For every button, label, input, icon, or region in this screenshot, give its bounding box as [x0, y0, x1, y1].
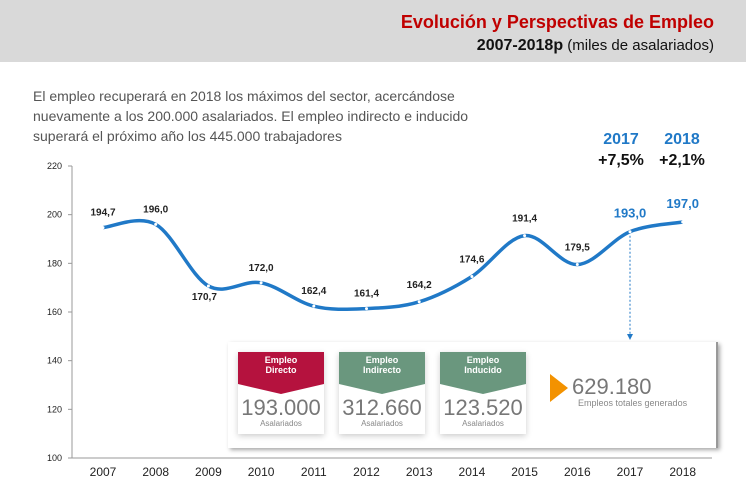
page-title: Evolución y Perspectivas de Empleo: [400, 12, 714, 32]
period: 2007-2018p: [476, 37, 564, 54]
card-banner: Empleo Indirecto: [339, 352, 425, 394]
card-value: 193.000: [241, 395, 321, 420]
card-value: 312.660: [342, 395, 422, 420]
x-tick-label: 2008: [142, 465, 169, 479]
growth-year-2018: 2018: [664, 131, 700, 148]
data-label: 194,7: [90, 208, 115, 219]
data-point: [681, 220, 685, 224]
total-value: 629.180: [572, 374, 652, 399]
y-tick-label: 160: [47, 307, 62, 317]
data-label: 162,4: [301, 286, 326, 297]
data-label: 196,0: [143, 204, 168, 215]
card-title: Empleo: [365, 355, 399, 365]
card-sub: Asalariados: [361, 419, 403, 428]
data-label: 170,7: [192, 292, 217, 303]
x-tick-label: 2012: [353, 465, 380, 479]
card-value: 123.520: [443, 395, 523, 420]
data-point: [206, 284, 210, 288]
data-point: [365, 307, 368, 311]
card-title: Indirecto: [362, 365, 401, 375]
header-band: Evolución y Perspectivas de Empleo 2007-…: [0, 0, 746, 62]
data-point: [312, 304, 316, 308]
x-tick-label: 2013: [406, 465, 433, 479]
x-tick-label: 2011: [301, 465, 327, 479]
data-point: [154, 222, 158, 226]
growth-pct-2017: +7,5%: [598, 152, 644, 169]
x-tick-label: 2018: [669, 465, 696, 479]
data-label: 172,0: [249, 263, 274, 274]
x-tick-label: 2015: [511, 465, 538, 479]
y-tick-label: 180: [47, 258, 62, 268]
card-indirecto: Empleo Indirecto 312.660 Asalariados: [339, 352, 425, 434]
card-banner: Empleo Directo: [238, 352, 324, 394]
page-subtitle: 2007-2018p (miles de asalariados): [477, 37, 714, 55]
data-label: 164,2: [407, 280, 432, 291]
card-banner: Empleo Inducido: [440, 352, 526, 394]
total-label: Empleos totales generados: [578, 398, 688, 408]
data-point: [470, 274, 474, 278]
play-arrow-icon: [550, 374, 568, 402]
x-tick-label: 2016: [564, 465, 591, 479]
intro-text: El empleo recuperará en 2018 los máximos…: [33, 88, 469, 144]
card-title: Inducido: [464, 365, 502, 375]
x-tick-label: 2017: [617, 465, 644, 479]
x-tick-label: 2014: [459, 465, 486, 479]
summary-panel: Empleo Directo 193.000 Asalariados Empleo…: [228, 342, 718, 448]
data-point: [417, 300, 421, 304]
x-tick-label: 2007: [90, 465, 117, 479]
y-tick-label: 120: [47, 404, 62, 414]
data-label: 179,5: [565, 243, 590, 254]
arrow-head-icon: [627, 334, 633, 340]
data-point: [628, 230, 632, 234]
x-tick-label: 2010: [248, 465, 275, 479]
card-title: Directo: [265, 365, 297, 375]
y-tick-label: 100: [47, 453, 62, 463]
data-point: [259, 281, 263, 285]
unit: (miles de asalariados): [567, 37, 714, 54]
card-title: Empleo: [264, 355, 298, 365]
growth-year-2017: 2017: [603, 131, 639, 148]
data-point: [101, 226, 105, 230]
series-line: [102, 218, 684, 312]
data-label: 193,0: [614, 206, 647, 221]
y-tick-label: 140: [47, 356, 62, 366]
data-point: [575, 263, 579, 267]
data-label: 161,4: [354, 289, 379, 300]
data-label: 174,6: [459, 254, 484, 265]
card-sub: Asalariados: [462, 419, 504, 428]
y-tick-label: 200: [47, 210, 62, 220]
card-sub: Asalariados: [260, 419, 302, 428]
x-tick-label: 2009: [195, 465, 222, 479]
card-inducido: Empleo Inducido 123.520 Asalariados: [440, 352, 526, 434]
card-title: Empleo: [466, 355, 500, 365]
y-tick-label: 220: [47, 161, 62, 171]
card-directo: Empleo Directo 193.000 Asalariados: [238, 352, 324, 434]
data-point: [523, 234, 527, 238]
data-label: 197,0: [666, 196, 699, 211]
growth-pct-2018: +2,1%: [659, 152, 705, 169]
data-label: 191,4: [512, 214, 537, 225]
